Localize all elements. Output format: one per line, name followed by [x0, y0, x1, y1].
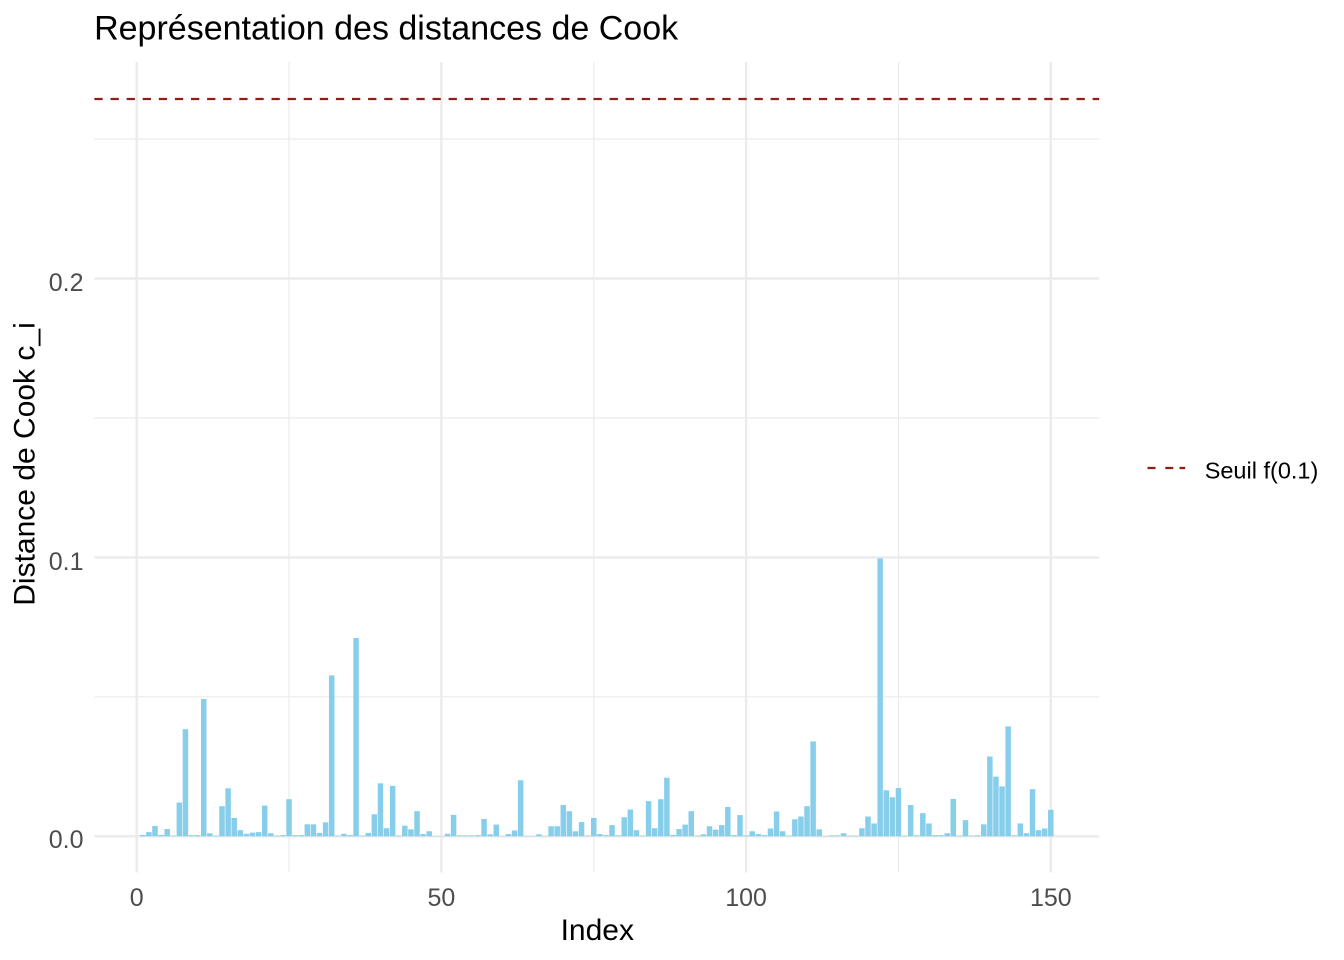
svg-text:0.0: 0.0	[49, 826, 84, 854]
svg-text:150: 150	[1030, 884, 1072, 912]
svg-text:Index: Index	[561, 914, 634, 947]
svg-text:Distance de Cook c_i: Distance de Cook c_i	[9, 322, 42, 605]
svg-text:Représentation des distances d: Représentation des distances de Cook	[94, 10, 679, 48]
svg-text:0.1: 0.1	[49, 548, 84, 576]
svg-text:100: 100	[725, 884, 767, 912]
svg-text:Seuil f(0.1): Seuil f(0.1)	[1205, 458, 1319, 484]
svg-text:0.2: 0.2	[49, 269, 84, 297]
svg-text:50: 50	[427, 884, 455, 912]
svg-text:0: 0	[130, 884, 144, 912]
